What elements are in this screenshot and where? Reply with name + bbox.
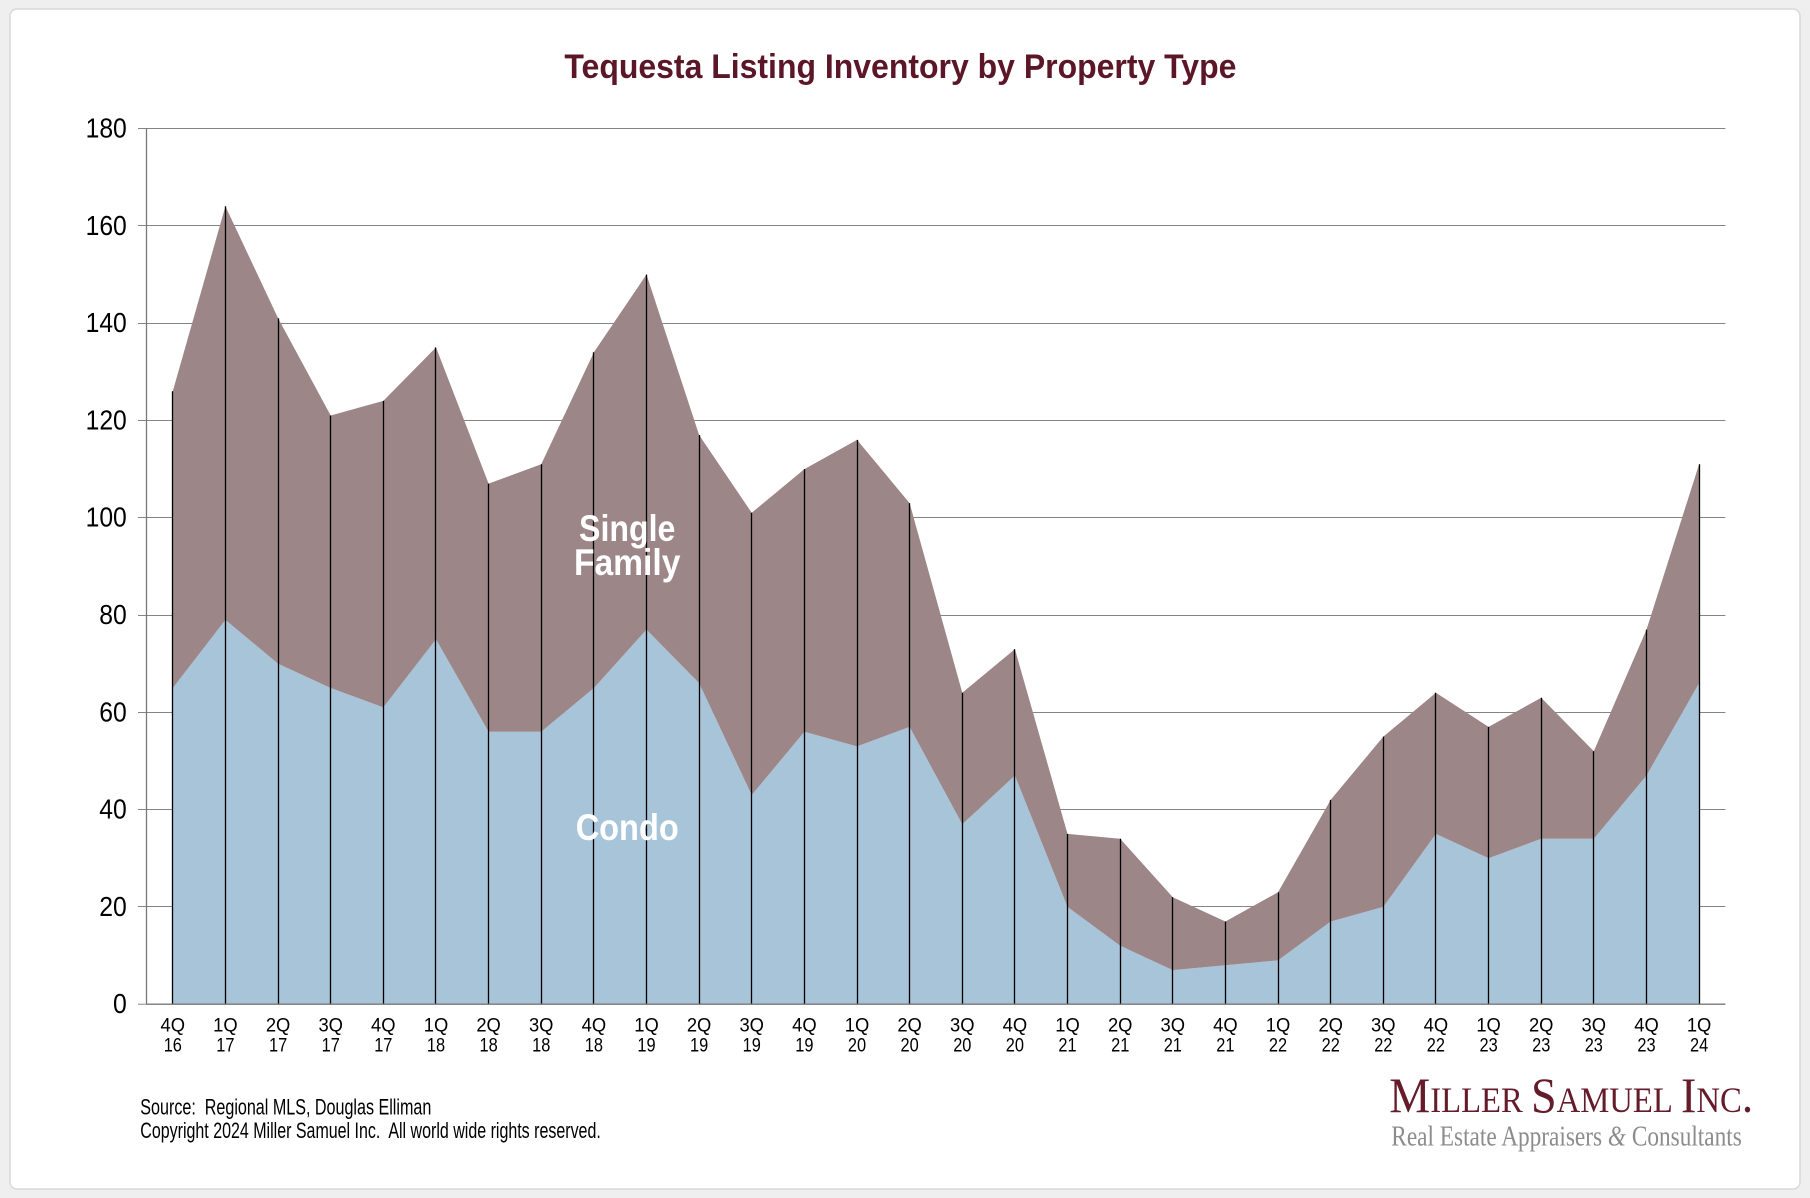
svg-text:1Q: 1Q xyxy=(845,1014,870,1036)
svg-text:2Q: 2Q xyxy=(476,1014,501,1036)
svg-text:4Q: 4Q xyxy=(582,1014,607,1036)
svg-text:4Q: 4Q xyxy=(1003,1014,1028,1036)
svg-text:1Q: 1Q xyxy=(424,1014,449,1036)
svg-text:20: 20 xyxy=(901,1035,919,1057)
svg-text:80: 80 xyxy=(99,599,127,630)
svg-text:Copyright 2024 Miller Samuel I: Copyright 2024 Miller Samuel Inc. All wo… xyxy=(140,1118,601,1143)
svg-text:21: 21 xyxy=(1111,1035,1129,1057)
svg-text:1Q: 1Q xyxy=(1687,1014,1712,1036)
svg-text:160: 160 xyxy=(86,210,127,241)
svg-text:3Q: 3Q xyxy=(529,1014,554,1036)
svg-text:16: 16 xyxy=(164,1035,182,1057)
svg-text:23: 23 xyxy=(1585,1035,1603,1057)
svg-text:17: 17 xyxy=(322,1035,340,1057)
svg-text:4Q: 4Q xyxy=(161,1014,186,1036)
svg-text:Source: Regional MLS, Douglas: Source: Regional MLS, Douglas Elliman xyxy=(140,1095,431,1120)
svg-text:180: 180 xyxy=(86,113,127,144)
svg-text:21: 21 xyxy=(1164,1035,1182,1057)
svg-text:3Q: 3Q xyxy=(1161,1014,1186,1036)
svg-text:4Q: 4Q xyxy=(1213,1014,1238,1036)
svg-text:120: 120 xyxy=(86,404,127,435)
svg-text:19: 19 xyxy=(795,1035,813,1057)
svg-text:21: 21 xyxy=(1216,1035,1234,1057)
svg-text:3Q: 3Q xyxy=(950,1014,975,1036)
svg-text:1Q: 1Q xyxy=(1266,1014,1291,1036)
svg-text:Tequesta Listing Inventory by: Tequesta Listing Inventory by Property T… xyxy=(564,48,1236,86)
svg-text:22: 22 xyxy=(1374,1035,1392,1057)
svg-text:20: 20 xyxy=(99,891,127,922)
svg-text:4Q: 4Q xyxy=(792,1014,817,1036)
svg-text:1Q: 1Q xyxy=(213,1014,238,1036)
svg-text:2Q: 2Q xyxy=(897,1014,922,1036)
svg-text:3Q: 3Q xyxy=(739,1014,764,1036)
svg-text:2Q: 2Q xyxy=(687,1014,712,1036)
svg-text:0: 0 xyxy=(113,988,127,1019)
svg-text:2Q: 2Q xyxy=(1108,1014,1133,1036)
svg-text:24: 24 xyxy=(1690,1035,1708,1057)
svg-text:140: 140 xyxy=(86,307,127,338)
svg-text:21: 21 xyxy=(1058,1035,1076,1057)
svg-text:4Q: 4Q xyxy=(371,1014,396,1036)
svg-text:2Q: 2Q xyxy=(1529,1014,1554,1036)
svg-text:18: 18 xyxy=(427,1035,445,1057)
svg-text:2Q: 2Q xyxy=(266,1014,291,1036)
svg-text:22: 22 xyxy=(1427,1035,1445,1057)
svg-text:Condo: Condo xyxy=(576,807,679,848)
svg-text:1Q: 1Q xyxy=(634,1014,659,1036)
svg-text:4Q: 4Q xyxy=(1634,1014,1659,1036)
svg-text:18: 18 xyxy=(480,1035,498,1057)
svg-text:22: 22 xyxy=(1269,1035,1287,1057)
svg-text:17: 17 xyxy=(269,1035,287,1057)
svg-text:17: 17 xyxy=(374,1035,392,1057)
svg-text:MILLER SAMUEL INC.: MILLER SAMUEL INC. xyxy=(1389,1067,1753,1123)
svg-text:Real Estate Appraisers & Consu: Real Estate Appraisers & Consultants xyxy=(1391,1121,1742,1153)
svg-text:100: 100 xyxy=(86,502,127,533)
svg-text:23: 23 xyxy=(1532,1035,1550,1057)
svg-text:3Q: 3Q xyxy=(1371,1014,1396,1036)
svg-text:18: 18 xyxy=(532,1035,550,1057)
svg-text:Family: Family xyxy=(574,542,681,583)
svg-text:23: 23 xyxy=(1637,1035,1655,1057)
svg-text:Single: Single xyxy=(579,508,675,549)
svg-text:4Q: 4Q xyxy=(1424,1014,1449,1036)
svg-text:2Q: 2Q xyxy=(1318,1014,1343,1036)
svg-text:40: 40 xyxy=(99,794,127,825)
svg-text:18: 18 xyxy=(585,1035,603,1057)
svg-text:20: 20 xyxy=(953,1035,971,1057)
svg-text:20: 20 xyxy=(848,1035,866,1057)
svg-text:23: 23 xyxy=(1480,1035,1498,1057)
svg-text:1Q: 1Q xyxy=(1476,1014,1501,1036)
svg-text:17: 17 xyxy=(216,1035,234,1057)
svg-text:19: 19 xyxy=(690,1035,708,1057)
svg-text:22: 22 xyxy=(1322,1035,1340,1057)
svg-text:3Q: 3Q xyxy=(1582,1014,1607,1036)
svg-text:3Q: 3Q xyxy=(318,1014,343,1036)
svg-text:20: 20 xyxy=(1006,1035,1024,1057)
svg-text:60: 60 xyxy=(99,696,127,727)
svg-text:1Q: 1Q xyxy=(1055,1014,1080,1036)
svg-text:19: 19 xyxy=(637,1035,655,1057)
svg-text:19: 19 xyxy=(743,1035,761,1057)
